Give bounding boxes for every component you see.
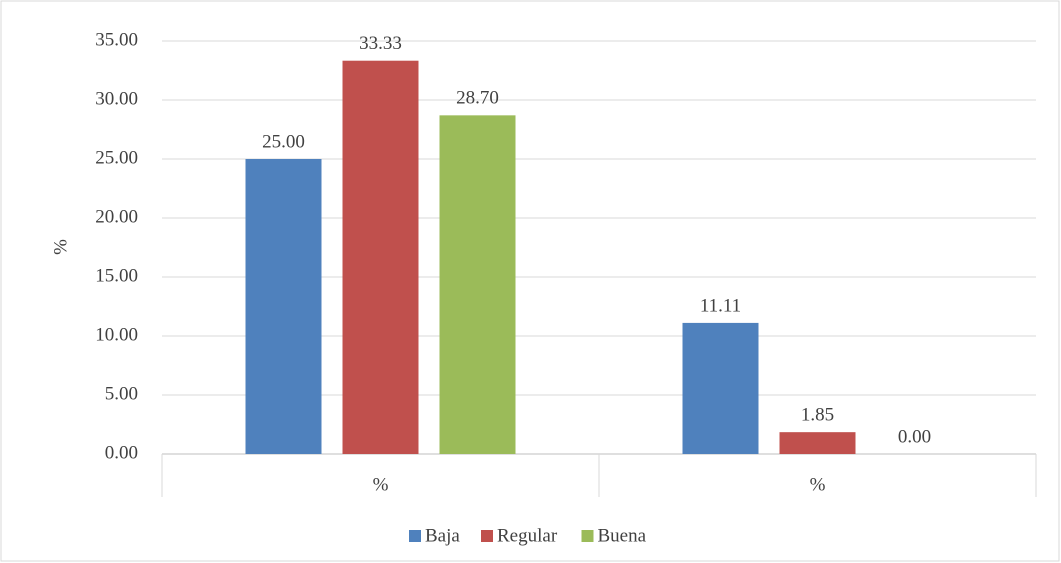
bar xyxy=(779,432,856,454)
data-label: 25.00 xyxy=(262,131,305,152)
data-label: 0.00 xyxy=(898,426,931,447)
data-label: 11.11 xyxy=(700,295,741,316)
y-tick-label: 10.00 xyxy=(95,324,138,345)
data-label: 33.33 xyxy=(359,33,402,54)
y-axis-label: % xyxy=(50,239,71,255)
legend-swatch xyxy=(581,530,594,542)
legend-label: Regular xyxy=(497,525,558,546)
x-tick-label: % xyxy=(810,474,826,495)
y-tick-label: 20.00 xyxy=(95,206,138,227)
legend-swatch xyxy=(409,530,421,542)
legend-label: Buena xyxy=(598,525,647,546)
y-tick-label: 5.00 xyxy=(105,383,138,404)
bar xyxy=(245,159,322,454)
y-tick-label: 15.00 xyxy=(95,265,138,286)
y-tick-label: 30.00 xyxy=(95,88,138,109)
y-tick-label: 35.00 xyxy=(95,29,138,50)
bar xyxy=(342,60,419,455)
y-tick-label: 25.00 xyxy=(95,147,138,168)
legend-swatch xyxy=(481,530,493,542)
data-label: 1.85 xyxy=(801,405,834,426)
y-tick-label: 0.00 xyxy=(105,442,138,463)
x-tick-label: % xyxy=(373,474,389,495)
legend-label: Baja xyxy=(425,525,460,546)
bar xyxy=(439,115,516,454)
bar xyxy=(682,322,759,454)
data-label: 28.70 xyxy=(456,88,499,109)
